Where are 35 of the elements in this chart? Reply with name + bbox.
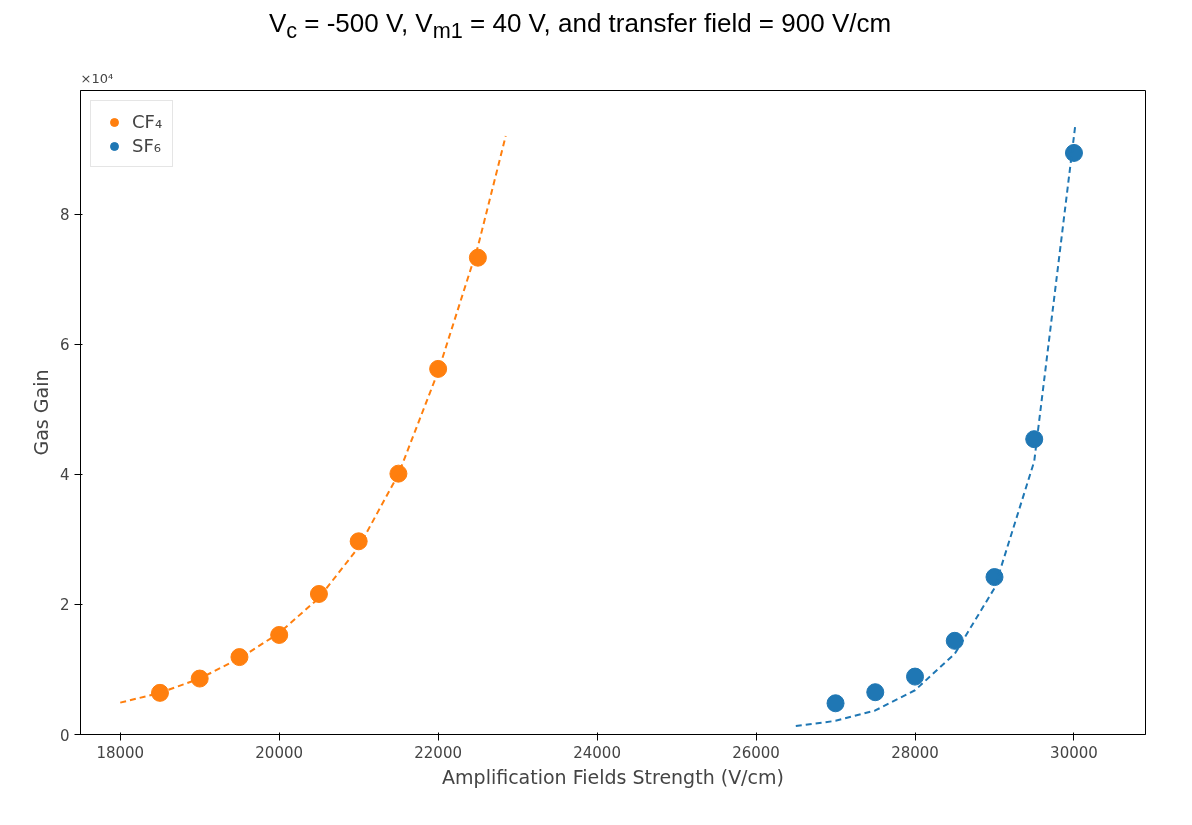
point bbox=[468, 248, 487, 267]
point bbox=[906, 667, 925, 686]
point bbox=[349, 532, 368, 551]
x-tick-label: 26000 bbox=[732, 743, 780, 762]
x-axis-title: Amplification Fields Strength (V/cm) bbox=[442, 765, 784, 788]
text: ×10⁴ bbox=[80, 70, 114, 86]
x-tick-label: 18000 bbox=[96, 743, 145, 762]
point bbox=[429, 359, 448, 378]
point bbox=[866, 683, 885, 702]
point bbox=[270, 625, 289, 644]
point bbox=[985, 568, 1004, 587]
point bbox=[309, 585, 328, 603]
point bbox=[190, 669, 209, 688]
point bbox=[150, 683, 169, 702]
line-series bbox=[119, 135, 507, 704]
legend-label: SF₆ bbox=[132, 135, 161, 156]
point bbox=[230, 648, 249, 667]
x-tick-label: 20000 bbox=[255, 743, 304, 762]
y-tick-label: 2 bbox=[59, 596, 70, 615]
point bbox=[945, 631, 964, 650]
point bbox=[1025, 430, 1044, 449]
y-tick-label: 0 bbox=[59, 726, 70, 745]
point bbox=[389, 464, 408, 483]
y-tick-label: 4 bbox=[59, 466, 70, 485]
point bbox=[826, 694, 845, 713]
y-tick-label: 6 bbox=[59, 336, 70, 355]
x-tick-label: 30000 bbox=[1050, 743, 1098, 762]
y-axis-title: Gas Gain bbox=[29, 369, 52, 456]
chart-title: V$_{c}$ = -500 V, V$_{m1}$ = 40 V, and transfer field = 900 V/cm bbox=[267, 7, 893, 46]
y-tick-label: 8 bbox=[59, 206, 70, 225]
x-tick-label: 24000 bbox=[573, 743, 621, 762]
legend-label: CF₄ bbox=[132, 111, 163, 132]
x-tick-label: 22000 bbox=[414, 743, 463, 762]
point bbox=[1064, 143, 1083, 162]
x-tick-label: 28000 bbox=[891, 743, 939, 762]
